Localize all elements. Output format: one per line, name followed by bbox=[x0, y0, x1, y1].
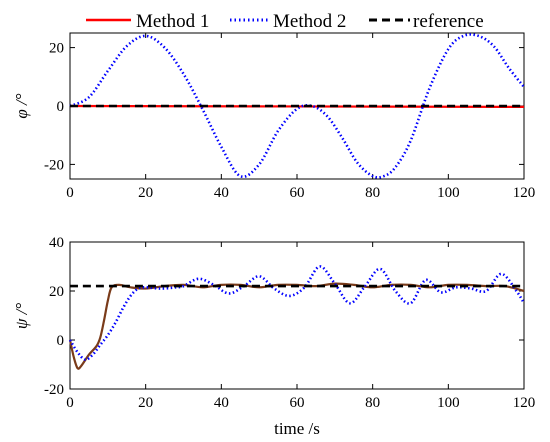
bottom-y-tick-label: -20 bbox=[44, 382, 64, 398]
bottom-y-tick-label: 0 bbox=[57, 333, 65, 349]
top-x-tick-label: 0 bbox=[66, 185, 74, 201]
legend-label-method-2: Method 2 bbox=[273, 11, 346, 32]
top-x-tick-label: 60 bbox=[290, 185, 305, 201]
top-x-tick-label: 120 bbox=[513, 185, 536, 201]
bottom-x-tick-label: 20 bbox=[138, 395, 153, 411]
legend: Method 1 Method 2 reference bbox=[86, 11, 484, 32]
bottom-x-tick-label: 80 bbox=[365, 395, 380, 411]
top-y-tick-label: 20 bbox=[49, 41, 64, 57]
top-x-tick-label: 80 bbox=[365, 185, 380, 201]
legend-label-method-1: Method 1 bbox=[136, 11, 209, 32]
bottom-plot-frame bbox=[69, 241, 525, 390]
bottom-x-axis-label: time /s bbox=[274, 419, 320, 438]
top-x-tick-label: 40 bbox=[214, 185, 229, 201]
top-x-tick-label: 100 bbox=[437, 185, 460, 201]
bottom-x-tick-label: 120 bbox=[513, 395, 536, 411]
top-y-tick-label: -20 bbox=[44, 157, 64, 173]
bottom-x-tick-label: 40 bbox=[214, 395, 229, 411]
top-plot-series bbox=[69, 33, 526, 179]
top-y-axis-label: φ /° bbox=[12, 93, 31, 118]
bottom-y-axis-label: ψ /° bbox=[12, 303, 31, 330]
top-x-tick-label: 20 bbox=[138, 185, 153, 201]
bottom-x-tick-label: 100 bbox=[437, 395, 460, 411]
legend-label-reference: reference bbox=[413, 11, 484, 32]
bottom-y-tick-label: 40 bbox=[49, 235, 64, 251]
bottom-x-tick-label: 0 bbox=[66, 395, 74, 411]
bottom-x-tick-label: 60 bbox=[290, 395, 305, 411]
bottom-series-method-1 bbox=[68, 282, 525, 370]
bottom-plot-series bbox=[68, 265, 526, 370]
top-y-tick-label: 0 bbox=[57, 99, 65, 115]
top-series-method-2 bbox=[69, 33, 526, 179]
bottom-series-method-2 bbox=[68, 265, 526, 361]
bottom-y-tick-label: 20 bbox=[49, 284, 64, 300]
